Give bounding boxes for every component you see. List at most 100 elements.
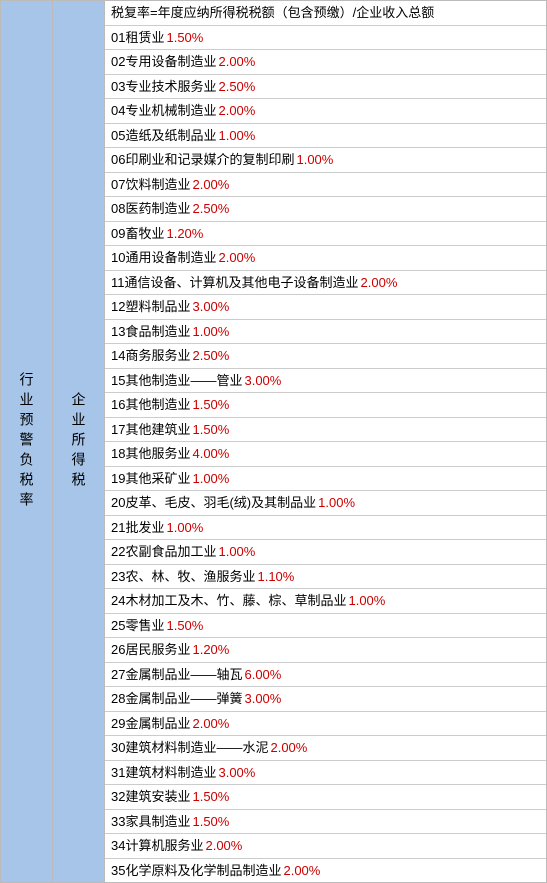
tax-rate: 2.00% — [361, 273, 398, 293]
tax-rate: 2.00% — [270, 738, 307, 758]
row-number: 04 — [111, 101, 125, 121]
industry-name: 建筑安装业 — [125, 787, 190, 807]
table-row: 18 其他服务业 4.00% — [105, 442, 546, 467]
industry-name: 专业机械制造业 — [125, 101, 216, 121]
industry-name: 农、林、牧、渔服务业 — [125, 567, 255, 587]
industry-name: 零售业 — [125, 616, 164, 636]
row-number: 09 — [111, 224, 125, 244]
tax-rate: 1.00% — [348, 591, 385, 611]
tax-rate: 1.00% — [318, 493, 355, 513]
category-label: 行业预警负税率 — [17, 372, 37, 512]
table-row: 06 印刷业和记录媒介的复制印刷 1.00% — [105, 148, 546, 173]
row-number: 32 — [111, 787, 125, 807]
row-number: 35 — [111, 861, 125, 881]
row-number: 17 — [111, 420, 125, 440]
formula-text: 税复率=年度应纳所得税税额（包含预缴）/企业收入总额 — [111, 5, 434, 20]
category-column: 行业预警负税率 — [1, 1, 53, 882]
row-number: 25 — [111, 616, 125, 636]
tax-rate-table: 行业预警负税率 企业所得税 税复率=年度应纳所得税税额（包含预缴）/企业收入总额… — [0, 0, 547, 883]
tax-rate: 2.00% — [283, 861, 320, 881]
industry-name: 饮料制造业 — [125, 175, 190, 195]
industry-name: 通用设备制造业 — [125, 248, 216, 268]
table-row: 21 批发业 1.00% — [105, 516, 546, 541]
table-row: 26 居民服务业 1.20% — [105, 638, 546, 663]
industry-name: 金属制品业——弹簧 — [125, 689, 242, 709]
industry-name: 租赁业 — [125, 28, 164, 48]
table-row: 07 饮料制造业 2.00% — [105, 173, 546, 198]
row-number: 11 — [111, 273, 125, 293]
industry-name: 家具制造业 — [125, 812, 190, 832]
table-row: 27 金属制品业——轴瓦 6.00% — [105, 663, 546, 688]
tax-rate: 4.00% — [192, 444, 229, 464]
tax-rate: 1.20% — [166, 224, 203, 244]
table-row: 11 通信设备、计算机及其他电子设备制造业 2.00% — [105, 271, 546, 296]
industry-name: 金属制品业——轴瓦 — [125, 665, 242, 685]
row-number: 01 — [111, 28, 125, 48]
table-row: 35 化学原料及化学制品制造业 2.00% — [105, 859, 546, 883]
tax-rate: 1.50% — [166, 616, 203, 636]
table-row: 22 农副食品加工业 1.00% — [105, 540, 546, 565]
tax-rate: 3.00% — [244, 689, 281, 709]
tax-rate: 2.00% — [192, 714, 229, 734]
industry-name: 其他采矿业 — [125, 469, 190, 489]
row-number: 26 — [111, 640, 125, 660]
table-row: 31 建筑材料制造业 3.00% — [105, 761, 546, 786]
table-row: 10 通用设备制造业 2.00% — [105, 246, 546, 271]
industry-name: 其他制造业——管业 — [125, 371, 242, 391]
data-column: 税复率=年度应纳所得税税额（包含预缴）/企业收入总额 01 租赁业 1.50%0… — [105, 1, 546, 882]
table-row: 17 其他建筑业 1.50% — [105, 418, 546, 443]
table-row: 02 专用设备制造业 2.00% — [105, 50, 546, 75]
tax-rate: 3.00% — [244, 371, 281, 391]
industry-name: 畜牧业 — [125, 224, 164, 244]
table-row: 19 其他采矿业 1.00% — [105, 467, 546, 492]
tax-rate: 1.50% — [192, 812, 229, 832]
tax-rate: 2.50% — [218, 77, 255, 97]
table-row: 05 造纸及纸制品业 1.00% — [105, 124, 546, 149]
row-number: 12 — [111, 297, 125, 317]
industry-name: 皮革、毛皮、羽毛(绒)及其制品业 — [125, 493, 316, 513]
tax-rate: 3.00% — [218, 763, 255, 783]
row-number: 10 — [111, 248, 125, 268]
rows-container: 01 租赁业 1.50%02 专用设备制造业 2.00%03 专业技术服务业 2… — [105, 26, 546, 883]
table-row: 28 金属制品业——弹簧 3.00% — [105, 687, 546, 712]
row-number: 27 — [111, 665, 125, 685]
tax-type-label: 企业所得税 — [69, 392, 89, 492]
industry-name: 专业技术服务业 — [125, 77, 216, 97]
table-row: 20 皮革、毛皮、羽毛(绒)及其制品业 1.00% — [105, 491, 546, 516]
industry-name: 通信设备、计算机及其他电子设备制造业 — [125, 273, 359, 293]
industry-name: 专用设备制造业 — [125, 52, 216, 72]
table-row: 15 其他制造业——管业 3.00% — [105, 369, 546, 394]
industry-name: 其他建筑业 — [125, 420, 190, 440]
table-row: 16 其他制造业 1.50% — [105, 393, 546, 418]
tax-rate: 1.10% — [257, 567, 294, 587]
table-row: 01 租赁业 1.50% — [105, 26, 546, 51]
row-number: 16 — [111, 395, 125, 415]
table-row: 29 金属制品业 2.00% — [105, 712, 546, 737]
table-row: 09 畜牧业 1.20% — [105, 222, 546, 247]
tax-rate: 2.00% — [218, 101, 255, 121]
tax-rate: 1.00% — [192, 322, 229, 342]
row-number: 29 — [111, 714, 125, 734]
tax-rate: 2.50% — [192, 199, 229, 219]
table-row: 12 塑料制品业 3.00% — [105, 295, 546, 320]
tax-rate: 2.00% — [218, 52, 255, 72]
industry-name: 建筑材料制造业 — [125, 763, 216, 783]
table-row: 34 计算机服务业 2.00% — [105, 834, 546, 859]
row-number: 07 — [111, 175, 125, 195]
industry-name: 商务服务业 — [125, 346, 190, 366]
table-row: 14 商务服务业 2.50% — [105, 344, 546, 369]
tax-rate: 1.00% — [296, 150, 333, 170]
tax-rate: 1.50% — [192, 395, 229, 415]
industry-name: 金属制品业 — [125, 714, 190, 734]
table-row: 03 专业技术服务业 2.50% — [105, 75, 546, 100]
tax-rate: 2.00% — [192, 175, 229, 195]
row-number: 24 — [111, 591, 125, 611]
row-number: 30 — [111, 738, 125, 758]
industry-name: 计算机服务业 — [125, 836, 203, 856]
row-number: 15 — [111, 371, 125, 391]
tax-type-column: 企业所得税 — [53, 1, 105, 882]
table-row: 33 家具制造业 1.50% — [105, 810, 546, 835]
row-number: 13 — [111, 322, 125, 342]
row-number: 19 — [111, 469, 125, 489]
table-row: 13 食品制造业 1.00% — [105, 320, 546, 345]
